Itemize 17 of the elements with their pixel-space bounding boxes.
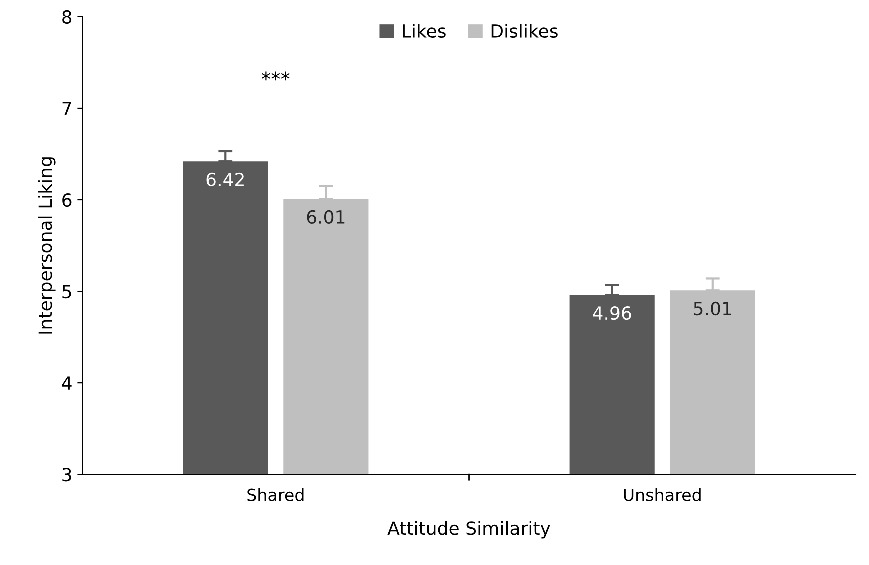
- data-label: 6.42: [206, 172, 244, 187]
- data-label: 5.01: [694, 302, 732, 316]
- annotation: ***: [262, 72, 290, 81]
- y-tick-label: 6: [62, 193, 72, 208]
- y-tick-label: 7: [62, 102, 72, 116]
- x-tick-label: Shared: [248, 488, 304, 502]
- y-axis-title: Interpersonal Liking: [38, 158, 56, 334]
- legend-label: Likes: [403, 24, 446, 38]
- x-tick-label: Unshared: [624, 488, 701, 502]
- y-tick-label: 3: [62, 468, 72, 482]
- y-tick-label: 5: [62, 285, 72, 299]
- x-axis-title: Attitude Similarity: [388, 521, 550, 539]
- data-label: 4.96: [593, 306, 632, 320]
- data-label: 6.01: [307, 210, 345, 224]
- y-tick-label: 8: [62, 10, 72, 24]
- y-tick-label: 4: [62, 376, 72, 390]
- legend-label: Dislikes: [492, 24, 558, 38]
